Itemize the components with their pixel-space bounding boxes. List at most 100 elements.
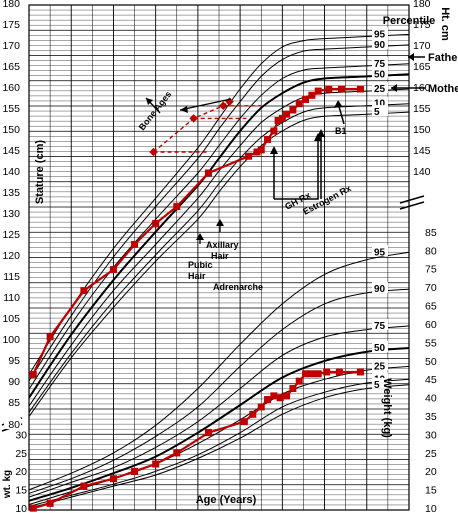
stature-tick-left: 175 xyxy=(2,19,20,31)
patient-stature-point xyxy=(337,85,345,93)
stature-percentile-label-95: 95 xyxy=(374,29,386,40)
patient-weight-point xyxy=(308,370,316,378)
stature-tick-left-bg xyxy=(4,144,21,155)
height-axis-label-right: Ht. cm xyxy=(439,7,451,41)
weight-tick-right-bg xyxy=(424,299,441,311)
weight-tick-right: 65 xyxy=(425,301,437,313)
gh-rx-arrowhead xyxy=(270,146,278,154)
stature-label-bg xyxy=(372,67,388,79)
patient-stature-point xyxy=(325,85,333,93)
weight-label-bg xyxy=(372,245,388,257)
weight-percentile-label-75: 75 xyxy=(374,321,386,332)
stature-tick-right-bg xyxy=(412,39,429,50)
stature-tick-left-bg xyxy=(4,102,21,113)
stature-tick-right: 145 xyxy=(413,145,431,157)
weight-percentile-label-50: 50 xyxy=(374,343,386,354)
stature-tick-left: 170 xyxy=(2,40,20,52)
weight-tick-right: 80 xyxy=(425,245,437,257)
stature-axis-label: Stature (cm) xyxy=(34,140,46,205)
stature-tick-left-bg xyxy=(4,418,21,429)
weight-percentile-label-95: 95 xyxy=(374,247,386,258)
patient-stature-point xyxy=(295,100,303,108)
stature-tick-left-bg xyxy=(4,333,21,344)
weight-tick-right-bg xyxy=(424,336,441,348)
patient-stature-point xyxy=(274,117,282,124)
weight-label-bg xyxy=(372,359,388,371)
patient-data xyxy=(29,85,364,512)
patient-stature-point xyxy=(46,333,54,341)
weight-tick-right: 45 xyxy=(425,374,437,386)
stature-tick-right-bg xyxy=(412,18,429,29)
weight-tick-right: 85 xyxy=(425,227,437,239)
patient-stature-point xyxy=(173,203,181,211)
weight-tick-right: 35 xyxy=(425,411,437,423)
weight-tick-left-bg xyxy=(11,465,28,477)
stature-tick-right-bg xyxy=(412,123,429,134)
patient-stature-point xyxy=(314,87,322,95)
patient-weight-point xyxy=(80,482,88,490)
bone-age-point xyxy=(149,147,158,157)
stature-percentile-header: Percentile xyxy=(383,15,436,27)
weight-tick-right: 15 xyxy=(425,485,437,497)
weight-curve-10 xyxy=(28,378,410,507)
stature-tick-left: 140 xyxy=(2,166,20,178)
patient-stature-point xyxy=(264,135,272,143)
stature-tick-left-bg xyxy=(4,18,21,29)
stature-tick-right: 155 xyxy=(413,103,431,115)
weight-label-bg xyxy=(372,282,388,294)
patient-stature-point xyxy=(204,169,212,177)
stature-tick-left: 145 xyxy=(2,145,20,157)
stature-tick-left: 85 xyxy=(8,397,20,409)
weight-curve-95 xyxy=(28,251,410,491)
x-axis-label: Age (Years) xyxy=(196,494,257,506)
stature-curve-95 xyxy=(28,33,410,375)
stature-tick-left: 80 xyxy=(8,419,20,431)
patient-stature-point xyxy=(278,114,286,122)
grid xyxy=(28,4,410,511)
weight-percentile-label-25: 25 xyxy=(374,361,386,372)
stature-tick-right: 140 xyxy=(413,166,431,178)
weight-tick-right: 30 xyxy=(425,429,437,441)
stature-tick-left-bg xyxy=(4,39,21,50)
stature-tick-right-bg xyxy=(412,0,429,8)
stature-percentile-label-25: 25 xyxy=(374,84,386,95)
axis-breaks xyxy=(1,195,425,432)
patient-stature-point xyxy=(283,110,291,118)
weight-tick-right-bg xyxy=(424,373,441,385)
weight-tick-right: 50 xyxy=(425,356,437,368)
patient-weight-point xyxy=(249,410,257,418)
stature-tick-left: 165 xyxy=(2,61,20,73)
puberty-annotations: Pubic Hair Axillary Hair Adrenarche xyxy=(188,219,263,292)
weight-tick-left: 10 xyxy=(15,503,27,513)
patient-weight-point xyxy=(276,394,284,402)
weight-tick-right: 20 xyxy=(425,466,437,478)
stature-tick-left-bg xyxy=(4,186,21,197)
stature-tick-left: 90 xyxy=(8,376,20,388)
patient-stature-point xyxy=(302,96,310,103)
stature-tick-left-bg xyxy=(4,207,21,218)
stature-percentile-label-75: 75 xyxy=(374,59,386,70)
patient-weight-point xyxy=(29,504,37,512)
patient-stature-point xyxy=(245,152,253,160)
tick-labels: 8590951001051101151201251301351401451501… xyxy=(2,0,441,513)
patient-stature-point xyxy=(152,219,160,227)
weight-tick-right-bg xyxy=(424,281,441,293)
weight-axis-label-left: wt. kg xyxy=(2,470,13,499)
parental-height-markers: Father Mother xyxy=(391,52,458,95)
stature-tick-left-bg xyxy=(4,60,21,71)
stature-tick-right-bg xyxy=(412,81,429,92)
weight-tick-left-bg xyxy=(11,446,28,458)
patient-weight-point xyxy=(314,370,322,378)
stature-curve-50 xyxy=(28,73,410,399)
patient-stature-point xyxy=(253,148,261,156)
stature-label-bg xyxy=(372,37,388,49)
patient-stature-point xyxy=(109,266,117,274)
weight-tick-left: 25 xyxy=(15,448,27,460)
stature-label-bg xyxy=(372,105,388,117)
stature-label-bg xyxy=(372,56,388,68)
bone-ages-arrow-2 xyxy=(179,98,232,111)
stature-tick-left: 125 xyxy=(2,229,20,241)
